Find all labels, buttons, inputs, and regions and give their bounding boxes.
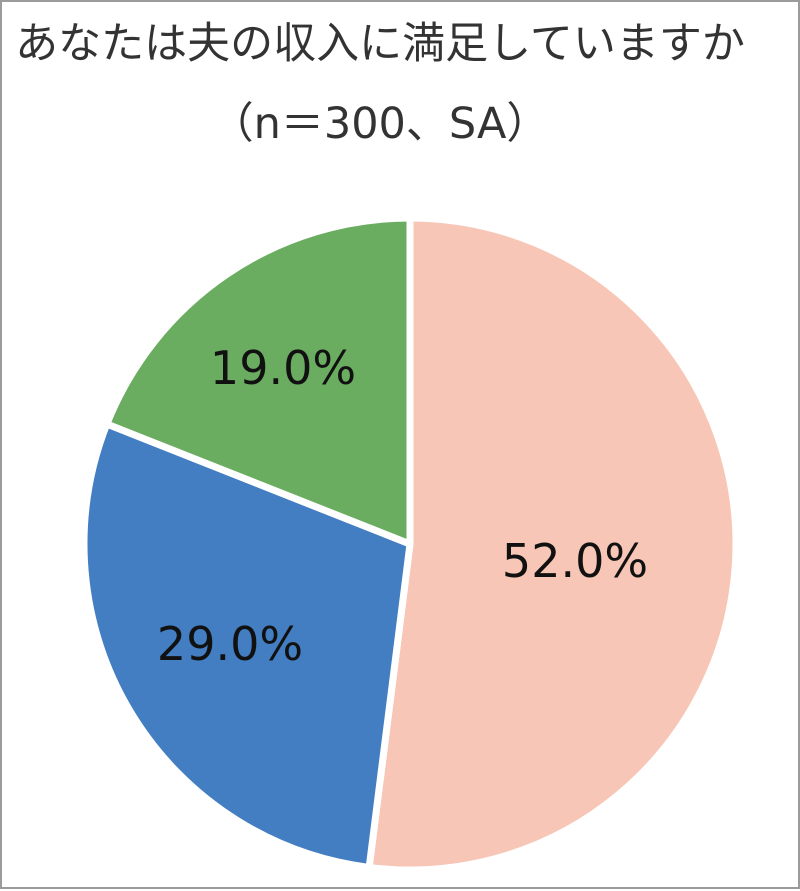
pie-slice-29-percent: [80, 420, 414, 871]
chart-title: あなたは夫の収入に満足していますか: [15, 19, 745, 69]
pie-slice-19-percent: [103, 214, 414, 548]
pie-slice-label: 29.0%: [157, 617, 303, 671]
pie-slice-52-percent: [365, 214, 740, 874]
pie-slice-label: 19.0%: [210, 341, 356, 395]
chart-subtitle: （n＝300、SA）: [210, 99, 550, 149]
pie-slice-label: 52.0%: [502, 534, 648, 588]
